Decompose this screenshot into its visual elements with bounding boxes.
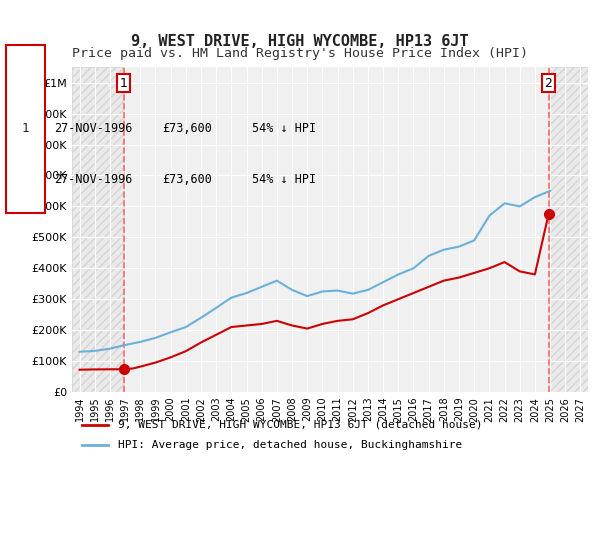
- Text: 1: 1: [22, 122, 29, 136]
- Text: 27-NOV-1996: 27-NOV-1996: [54, 122, 133, 136]
- Text: 9, WEST DRIVE, HIGH WYCOMBE, HP13 6JT (detached house): 9, WEST DRIVE, HIGH WYCOMBE, HP13 6JT (d…: [118, 420, 483, 430]
- Bar: [72, 67, 124, 392]
- Bar: [548, 67, 588, 392]
- Text: Price paid vs. HM Land Registry's House Price Index (HPI): Price paid vs. HM Land Registry's House …: [72, 46, 528, 60]
- Text: 54% ↓ HPI: 54% ↓ HPI: [252, 122, 316, 136]
- Text: 54% ↓ HPI: 54% ↓ HPI: [252, 172, 316, 186]
- Text: 27-NOV-1996: 27-NOV-1996: [54, 172, 133, 186]
- Text: 9, WEST DRIVE, HIGH WYCOMBE, HP13 6JT: 9, WEST DRIVE, HIGH WYCOMBE, HP13 6JT: [131, 35, 469, 49]
- Text: HPI: Average price, detached house, Buckinghamshire: HPI: Average price, detached house, Buck…: [118, 440, 463, 450]
- Text: £73,600: £73,600: [162, 172, 212, 186]
- Text: £73,600: £73,600: [162, 122, 212, 136]
- Text: 2: 2: [545, 77, 553, 90]
- Text: 1: 1: [119, 77, 128, 90]
